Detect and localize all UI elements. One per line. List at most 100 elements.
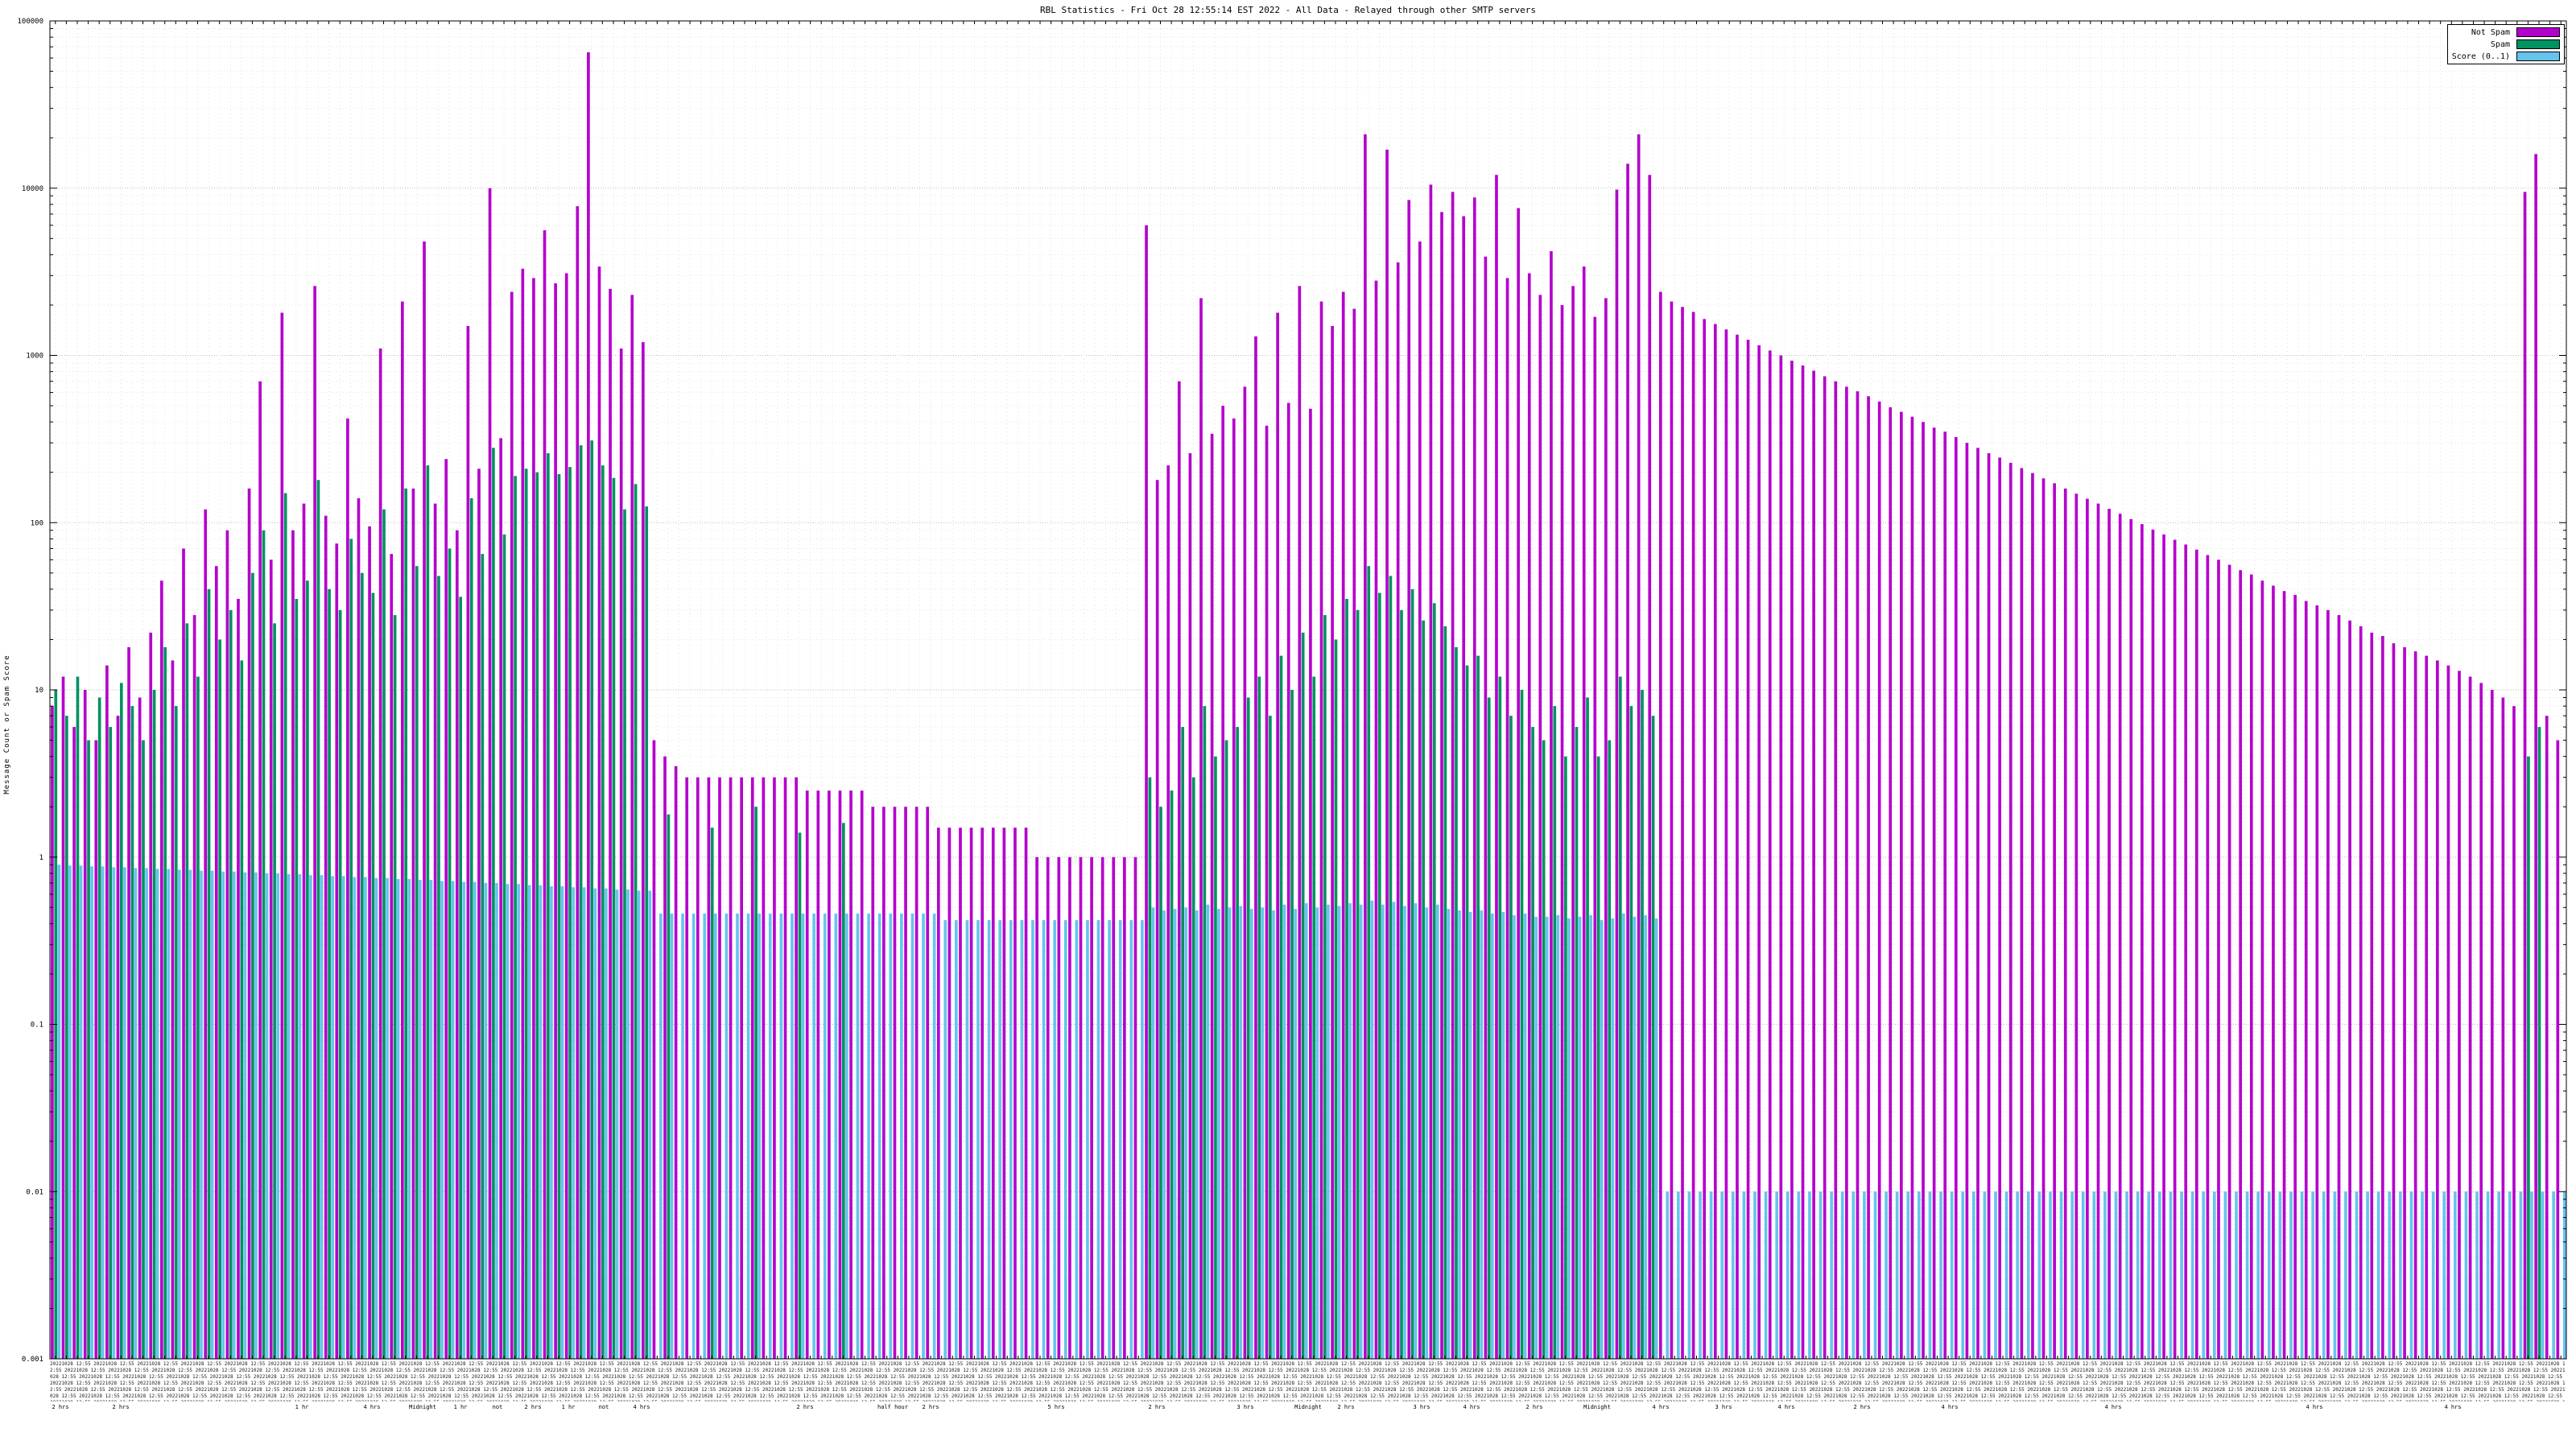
bar-score-0-1- [867, 913, 870, 1359]
bar-not-spam [926, 807, 930, 1359]
bar-score-0-1- [1381, 904, 1385, 1359]
bar-not-spam [1582, 266, 1586, 1360]
bar-not-spam [1385, 149, 1389, 1359]
bar-not-spam [1166, 465, 1170, 1359]
bar-score-0-1- [2070, 1191, 2074, 1359]
bar-not-spam [959, 828, 962, 1359]
bar-score-0-1- [1633, 916, 1637, 1359]
bar-score-0-1- [2004, 1191, 2008, 1359]
bar-score-0-1- [1315, 907, 1319, 1359]
y-tick-label: 10000 [22, 185, 43, 193]
bar-score-0-1- [1589, 914, 1592, 1359]
bar-score-0-1- [2497, 1191, 2501, 1359]
bar-score-0-1- [1425, 907, 1429, 1359]
bar-not-spam [499, 438, 502, 1359]
bar-not-spam [51, 706, 54, 1359]
bar-score-0-1- [2278, 1191, 2282, 1359]
bar-score-0-1- [922, 913, 925, 1359]
bar-spam [1564, 756, 1567, 1359]
bar-not-spam [2348, 620, 2351, 1359]
legend-swatch-spam [2516, 39, 2560, 49]
bar-spam [623, 509, 626, 1359]
bar-spam [1214, 756, 1217, 1359]
bar-not-spam [138, 697, 142, 1359]
bar-score-0-1- [2103, 1191, 2107, 1359]
bar-score-0-1- [2169, 1191, 2173, 1359]
y-tick-label: 0.001 [22, 1356, 43, 1364]
bar-score-0-1- [2213, 1191, 2216, 1359]
bar-not-spam [947, 828, 952, 1359]
bar-spam [1641, 690, 1644, 1359]
bar-score-0-1- [2114, 1191, 2118, 1359]
bar-score-0-1- [2376, 1191, 2380, 1359]
bar-not-spam [433, 503, 437, 1359]
bar-score-0-1- [1818, 1191, 1823, 1359]
bar-score-0-1- [2366, 1191, 2369, 1359]
bar-score-0-1- [626, 890, 630, 1359]
bar-not-spam [1527, 273, 1531, 1359]
bar-not-spam [2217, 559, 2220, 1359]
bar-score-0-1- [1742, 1191, 1746, 1359]
bar-score-0-1- [1961, 1191, 1965, 1359]
bar-not-spam [116, 716, 120, 1359]
bar-spam [1487, 697, 1491, 1359]
bar-score-0-1- [1392, 902, 1396, 1359]
bar-score-0-1- [1699, 1191, 1702, 1359]
bar-score-0-1- [615, 890, 619, 1359]
x-time-label: 4 hrs [2444, 1404, 2462, 1410]
bar-spam [634, 484, 638, 1359]
bar-score-0-1- [2399, 1191, 2402, 1359]
bar-score-0-1- [2289, 1191, 2293, 1359]
bar-not-spam [914, 807, 919, 1359]
bar-not-spam [1057, 857, 1061, 1359]
bar-score-0-1- [648, 890, 652, 1359]
bar-score-0-1- [1195, 910, 1199, 1359]
bar-score-0-1- [976, 920, 980, 1359]
bar-score-0-1- [703, 913, 707, 1359]
bar-not-spam [2490, 690, 2494, 1359]
bar-score-0-1- [364, 877, 367, 1359]
bar-spam [1410, 588, 1414, 1359]
x-time-label: 2 hrs [1148, 1404, 1166, 1410]
y-tick-label: 100 [31, 519, 43, 527]
bar-not-spam [2413, 651, 2417, 1359]
bar-score-0-1- [1327, 904, 1330, 1359]
bar-spam [1323, 615, 1327, 1359]
bar-score-0-1- [1885, 1191, 1888, 1359]
bar-spam [251, 572, 254, 1359]
bar-not-spam [61, 676, 65, 1359]
bar-not-spam [1451, 192, 1455, 1359]
bar-not-spam [2096, 503, 2100, 1359]
bar-spam [1367, 566, 1371, 1359]
bar-score-0-1- [178, 869, 181, 1359]
bar-spam [295, 598, 299, 1359]
bar-score-0-1- [900, 913, 903, 1359]
bar-score-0-1- [265, 873, 269, 1359]
bar-not-spam [2512, 706, 2516, 1359]
bar-not-spam [1593, 316, 1597, 1359]
bar-score-0-1- [1063, 920, 1067, 1359]
bar-score-0-1- [1556, 914, 1560, 1359]
bar-not-spam [2249, 574, 2253, 1359]
bar-not-spam [1035, 857, 1038, 1359]
bar-not-spam [750, 777, 754, 1359]
bar-spam [710, 828, 714, 1359]
bar-spam [1269, 716, 1272, 1359]
bar-score-0-1- [79, 865, 83, 1359]
bar-spam [1181, 727, 1185, 1359]
bar-score-0-1- [2322, 1191, 2326, 1359]
bar-score-0-1- [1282, 904, 1286, 1359]
bar-score-0-1- [1272, 910, 1275, 1359]
bar-not-spam [1046, 857, 1050, 1359]
bar-spam [1148, 777, 1152, 1359]
bar-not-spam [1604, 298, 1608, 1359]
bar-not-spam [247, 488, 251, 1359]
bar-not-spam [390, 554, 394, 1359]
x-time-label: 4 hrs [2104, 1404, 2122, 1410]
bar-not-spam [1768, 350, 1772, 1359]
bar-spam [667, 814, 671, 1359]
bar-not-spam [192, 615, 196, 1359]
bar-score-0-1- [823, 913, 827, 1359]
bar-not-spam [1462, 216, 1466, 1359]
bar-score-0-1- [374, 877, 378, 1359]
